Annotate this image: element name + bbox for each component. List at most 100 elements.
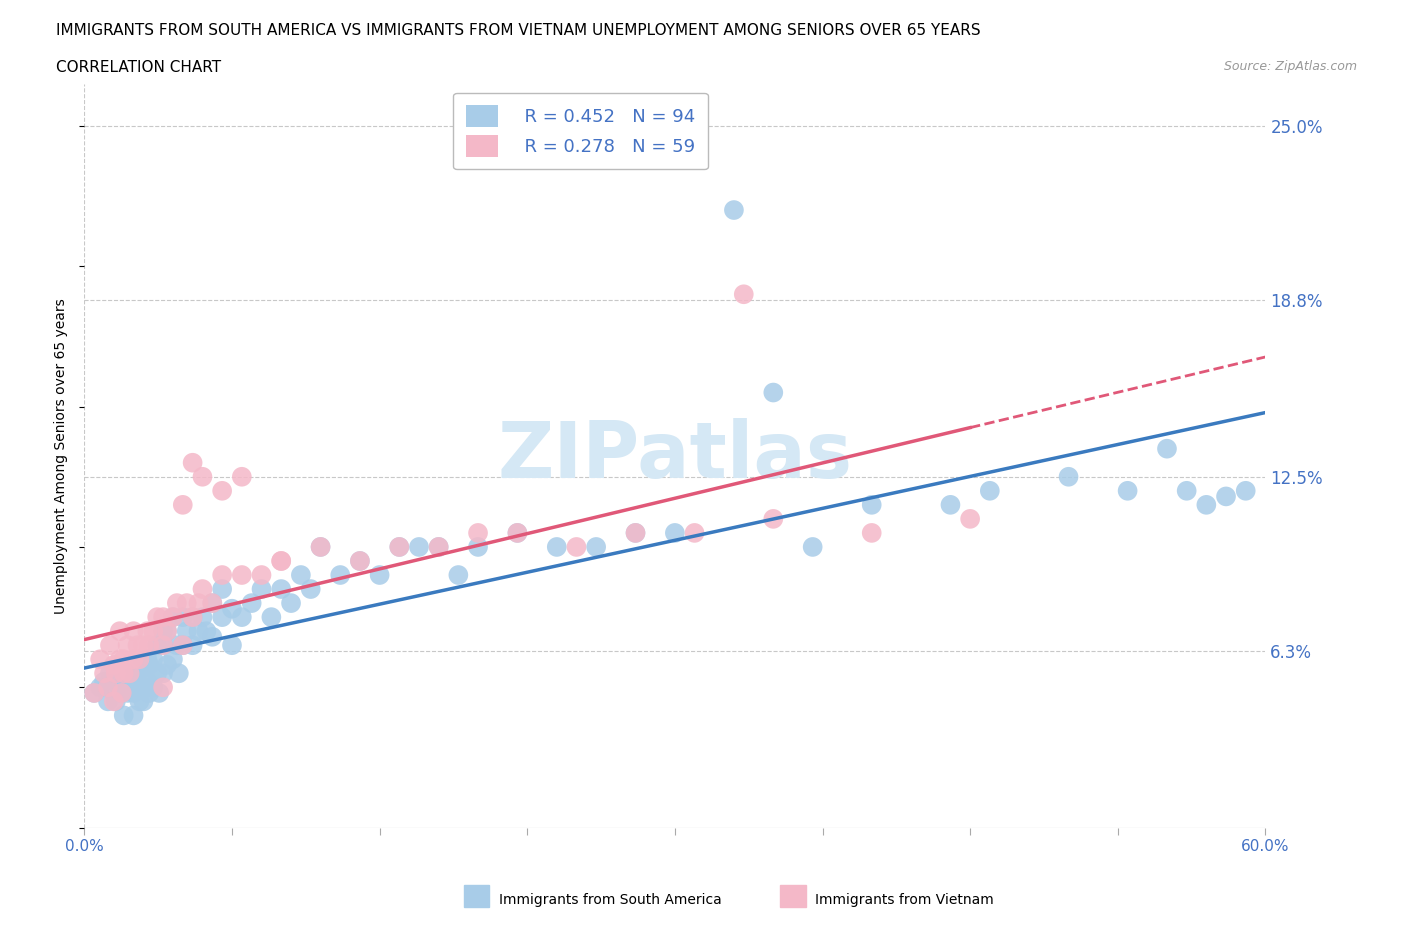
Point [111,685,134,700]
Point [1156,441,1178,456]
Point [221,602,243,617]
Point [136,674,159,689]
Point [118,666,141,681]
Point [127,680,149,695]
Point [108,652,131,667]
Point [211,484,233,498]
Point [108,624,131,639]
Point [723,203,745,218]
Point [172,498,194,512]
Point [152,624,174,639]
Point [122,666,145,681]
Point [270,553,292,568]
Point [112,652,135,667]
Point [191,610,214,625]
Point [181,638,204,653]
Point [122,624,145,639]
Point [280,595,302,610]
Point [664,525,686,540]
Point [83,685,105,700]
Point [162,610,184,625]
Point [97,694,120,709]
Point [1195,498,1218,512]
Point [142,680,165,695]
Point [162,610,184,625]
Point [565,539,588,554]
Point [506,525,529,540]
Point [172,638,194,653]
Point [118,680,141,695]
Point [290,567,312,582]
Point [152,638,174,653]
Point [299,581,322,596]
Point [211,581,233,596]
Point [176,624,198,639]
Point [136,624,159,639]
Point [89,652,111,667]
Point [127,666,149,681]
Point [187,595,209,610]
Text: Immigrants from Vietnam: Immigrants from Vietnam [815,893,994,908]
Point [979,484,1001,498]
Point [104,666,127,681]
Point [221,638,243,653]
Point [152,610,174,625]
Legend:   R = 0.452   N = 94,   R = 0.278   N = 59: R = 0.452 N = 94, R = 0.278 N = 59 [453,93,707,169]
Point [172,638,194,653]
Point [152,638,174,653]
Point [546,539,568,554]
Point [467,525,489,540]
Point [112,680,135,695]
Point [138,685,160,700]
Point [801,539,824,554]
Point [231,470,253,485]
Point [127,638,149,653]
Point [860,498,883,512]
Point [132,666,155,681]
Point [132,694,155,709]
Point [128,658,150,672]
Point [388,539,411,554]
Point [860,525,883,540]
Point [585,539,607,554]
Point [103,694,125,709]
Point [388,539,411,554]
Point [1215,489,1237,504]
Point [733,286,755,301]
Point [112,708,135,723]
Point [683,525,706,540]
Point [211,567,233,582]
Point [103,658,125,672]
Point [128,652,150,667]
Point [408,539,430,554]
Point [146,610,169,625]
Point [195,624,218,639]
Point [349,553,371,568]
Text: IMMIGRANTS FROM SOUTH AMERICA VS IMMIGRANTS FROM VIETNAM UNEMPLOYMENT AMONG SENI: IMMIGRANTS FROM SOUTH AMERICA VS IMMIGRA… [56,23,981,38]
Point [136,652,159,667]
Point [167,666,190,681]
Point [89,680,111,695]
Point [270,553,292,568]
Point [191,581,214,596]
Point [201,595,224,610]
Point [240,595,263,610]
Point [166,638,188,653]
Point [329,567,352,582]
Point [181,456,204,471]
Point [166,595,188,610]
Point [250,567,273,582]
Point [762,512,785,526]
Point [98,666,121,681]
Point [156,624,179,639]
Point [146,666,169,681]
Point [128,694,150,709]
Point [309,539,332,554]
Point [152,680,174,695]
Point [1175,484,1198,498]
Point [146,638,169,653]
Point [939,498,962,512]
Point [201,595,224,610]
Point [191,470,214,485]
Point [97,680,120,695]
